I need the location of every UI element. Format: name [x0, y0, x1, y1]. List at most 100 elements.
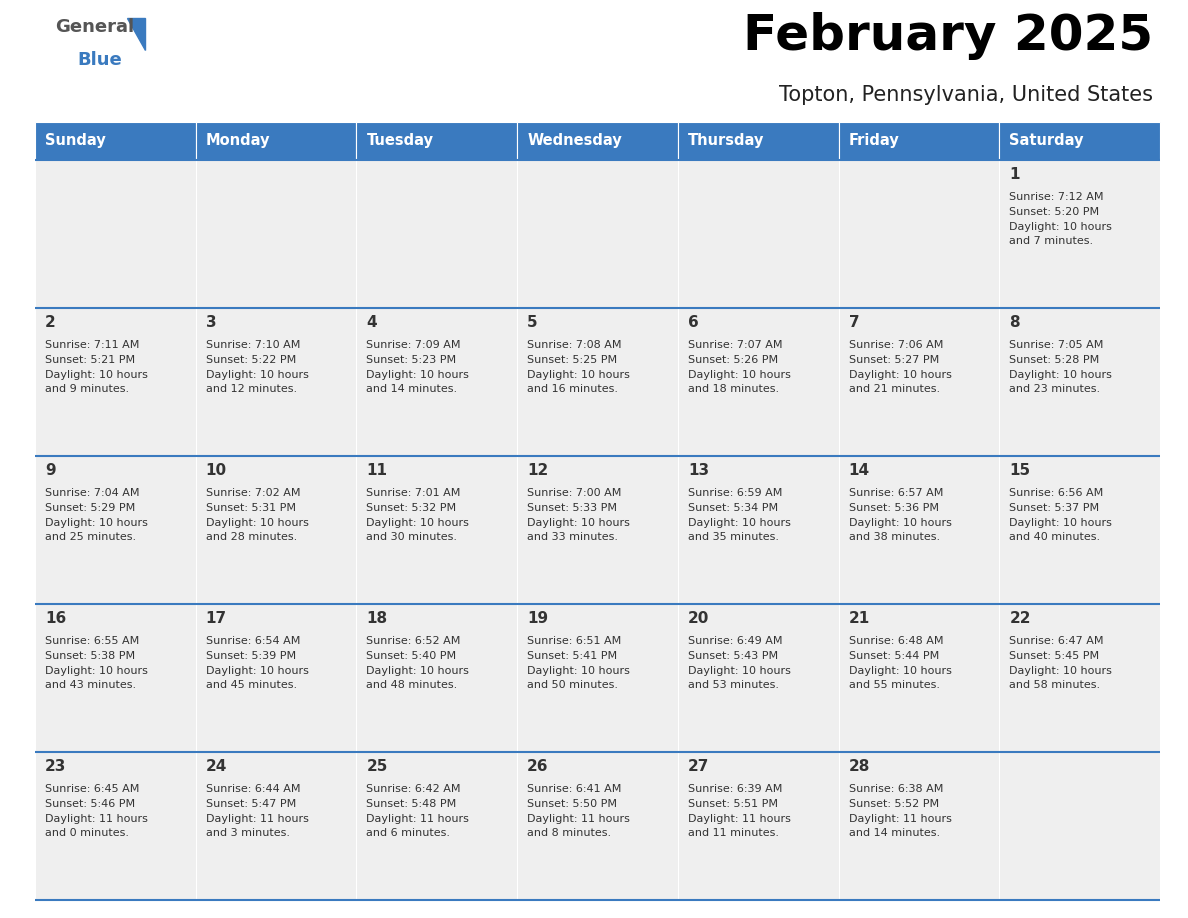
Text: Sunrise: 6:59 AM: Sunrise: 6:59 AM: [688, 488, 782, 498]
Bar: [678, 752, 839, 900]
Text: and 30 minutes.: and 30 minutes.: [366, 532, 457, 543]
Text: Sunset: 5:31 PM: Sunset: 5:31 PM: [206, 503, 296, 513]
Bar: [517, 604, 678, 752]
Bar: [517, 752, 678, 900]
Text: Daylight: 10 hours: Daylight: 10 hours: [206, 666, 309, 676]
Bar: [34, 122, 196, 160]
Text: 27: 27: [688, 759, 709, 774]
Text: General: General: [55, 18, 134, 36]
Text: 28: 28: [848, 759, 870, 774]
Text: Daylight: 10 hours: Daylight: 10 hours: [206, 370, 309, 380]
Text: and 3 minutes.: and 3 minutes.: [206, 828, 290, 838]
Text: and 43 minutes.: and 43 minutes.: [45, 680, 137, 690]
Bar: [839, 604, 999, 752]
Text: Sunset: 5:20 PM: Sunset: 5:20 PM: [1010, 207, 1099, 217]
Bar: [839, 122, 999, 160]
Text: Daylight: 10 hours: Daylight: 10 hours: [206, 518, 309, 528]
Text: Sunset: 5:41 PM: Sunset: 5:41 PM: [527, 651, 618, 661]
Text: Sunset: 5:25 PM: Sunset: 5:25 PM: [527, 354, 618, 364]
Bar: [678, 122, 839, 160]
Text: 17: 17: [206, 611, 227, 626]
Bar: [839, 308, 999, 456]
Text: Sunset: 5:36 PM: Sunset: 5:36 PM: [848, 503, 939, 513]
Text: Daylight: 10 hours: Daylight: 10 hours: [527, 518, 630, 528]
Text: Daylight: 11 hours: Daylight: 11 hours: [527, 813, 630, 823]
Text: Daylight: 11 hours: Daylight: 11 hours: [45, 813, 147, 823]
Text: Daylight: 10 hours: Daylight: 10 hours: [366, 666, 469, 676]
Bar: [196, 308, 356, 456]
Text: and 33 minutes.: and 33 minutes.: [527, 532, 618, 543]
Text: and 14 minutes.: and 14 minutes.: [366, 385, 457, 395]
Bar: [356, 604, 517, 752]
Text: Daylight: 11 hours: Daylight: 11 hours: [848, 813, 952, 823]
Text: 24: 24: [206, 759, 227, 774]
Text: and 7 minutes.: and 7 minutes.: [1010, 237, 1093, 246]
Text: and 9 minutes.: and 9 minutes.: [45, 385, 129, 395]
Text: 10: 10: [206, 463, 227, 478]
Bar: [34, 160, 196, 308]
Bar: [356, 752, 517, 900]
Text: Daylight: 11 hours: Daylight: 11 hours: [366, 813, 469, 823]
Text: Sunrise: 6:48 AM: Sunrise: 6:48 AM: [848, 636, 943, 646]
Bar: [678, 160, 839, 308]
Text: Topton, Pennsylvania, United States: Topton, Pennsylvania, United States: [779, 85, 1154, 105]
Text: 12: 12: [527, 463, 549, 478]
Text: Sunset: 5:47 PM: Sunset: 5:47 PM: [206, 799, 296, 809]
Text: Sunset: 5:26 PM: Sunset: 5:26 PM: [688, 354, 778, 364]
Text: 14: 14: [848, 463, 870, 478]
Text: Daylight: 10 hours: Daylight: 10 hours: [688, 666, 791, 676]
Text: and 38 minutes.: and 38 minutes.: [848, 532, 940, 543]
Text: Daylight: 10 hours: Daylight: 10 hours: [45, 518, 147, 528]
Text: Thursday: Thursday: [688, 133, 764, 149]
Text: Daylight: 10 hours: Daylight: 10 hours: [45, 370, 147, 380]
Text: Sunrise: 6:41 AM: Sunrise: 6:41 AM: [527, 784, 621, 794]
Text: Sunset: 5:50 PM: Sunset: 5:50 PM: [527, 799, 617, 809]
Text: 8: 8: [1010, 315, 1020, 330]
Text: Sunset: 5:52 PM: Sunset: 5:52 PM: [848, 799, 939, 809]
Text: and 25 minutes.: and 25 minutes.: [45, 532, 137, 543]
Text: and 11 minutes.: and 11 minutes.: [688, 828, 779, 838]
Text: and 53 minutes.: and 53 minutes.: [688, 680, 779, 690]
Bar: [678, 308, 839, 456]
Text: Sunrise: 7:12 AM: Sunrise: 7:12 AM: [1010, 192, 1104, 202]
Text: Sunset: 5:33 PM: Sunset: 5:33 PM: [527, 503, 617, 513]
Text: Sunset: 5:51 PM: Sunset: 5:51 PM: [688, 799, 778, 809]
Text: Daylight: 10 hours: Daylight: 10 hours: [1010, 370, 1112, 380]
Text: 2: 2: [45, 315, 56, 330]
Text: and 14 minutes.: and 14 minutes.: [848, 828, 940, 838]
Text: Blue: Blue: [77, 51, 121, 69]
Bar: [356, 122, 517, 160]
Text: Sunset: 5:44 PM: Sunset: 5:44 PM: [848, 651, 939, 661]
Text: and 35 minutes.: and 35 minutes.: [688, 532, 779, 543]
Text: Daylight: 10 hours: Daylight: 10 hours: [848, 518, 952, 528]
Text: Sunset: 5:23 PM: Sunset: 5:23 PM: [366, 354, 456, 364]
Text: and 18 minutes.: and 18 minutes.: [688, 385, 779, 395]
Bar: [196, 160, 356, 308]
Bar: [839, 752, 999, 900]
Text: and 0 minutes.: and 0 minutes.: [45, 828, 129, 838]
Bar: [34, 604, 196, 752]
Text: Sunrise: 7:07 AM: Sunrise: 7:07 AM: [688, 340, 783, 350]
Text: Sunset: 5:48 PM: Sunset: 5:48 PM: [366, 799, 456, 809]
Text: Friday: Friday: [848, 133, 899, 149]
Text: 16: 16: [45, 611, 67, 626]
Text: 18: 18: [366, 611, 387, 626]
Text: Sunset: 5:43 PM: Sunset: 5:43 PM: [688, 651, 778, 661]
Text: and 50 minutes.: and 50 minutes.: [527, 680, 618, 690]
Text: Sunrise: 7:02 AM: Sunrise: 7:02 AM: [206, 488, 301, 498]
Bar: [34, 752, 196, 900]
Text: Daylight: 10 hours: Daylight: 10 hours: [688, 518, 791, 528]
Text: Sunrise: 7:01 AM: Sunrise: 7:01 AM: [366, 488, 461, 498]
Text: 22: 22: [1010, 611, 1031, 626]
Text: 7: 7: [848, 315, 859, 330]
Text: and 58 minutes.: and 58 minutes.: [1010, 680, 1100, 690]
Text: Sunrise: 6:38 AM: Sunrise: 6:38 AM: [848, 784, 943, 794]
Text: Daylight: 10 hours: Daylight: 10 hours: [1010, 666, 1112, 676]
Text: and 16 minutes.: and 16 minutes.: [527, 385, 618, 395]
Text: 11: 11: [366, 463, 387, 478]
Text: and 12 minutes.: and 12 minutes.: [206, 385, 297, 395]
Text: Sunset: 5:34 PM: Sunset: 5:34 PM: [688, 503, 778, 513]
Text: Sunrise: 6:51 AM: Sunrise: 6:51 AM: [527, 636, 621, 646]
Text: Sunset: 5:32 PM: Sunset: 5:32 PM: [366, 503, 456, 513]
Text: Sunrise: 6:52 AM: Sunrise: 6:52 AM: [366, 636, 461, 646]
